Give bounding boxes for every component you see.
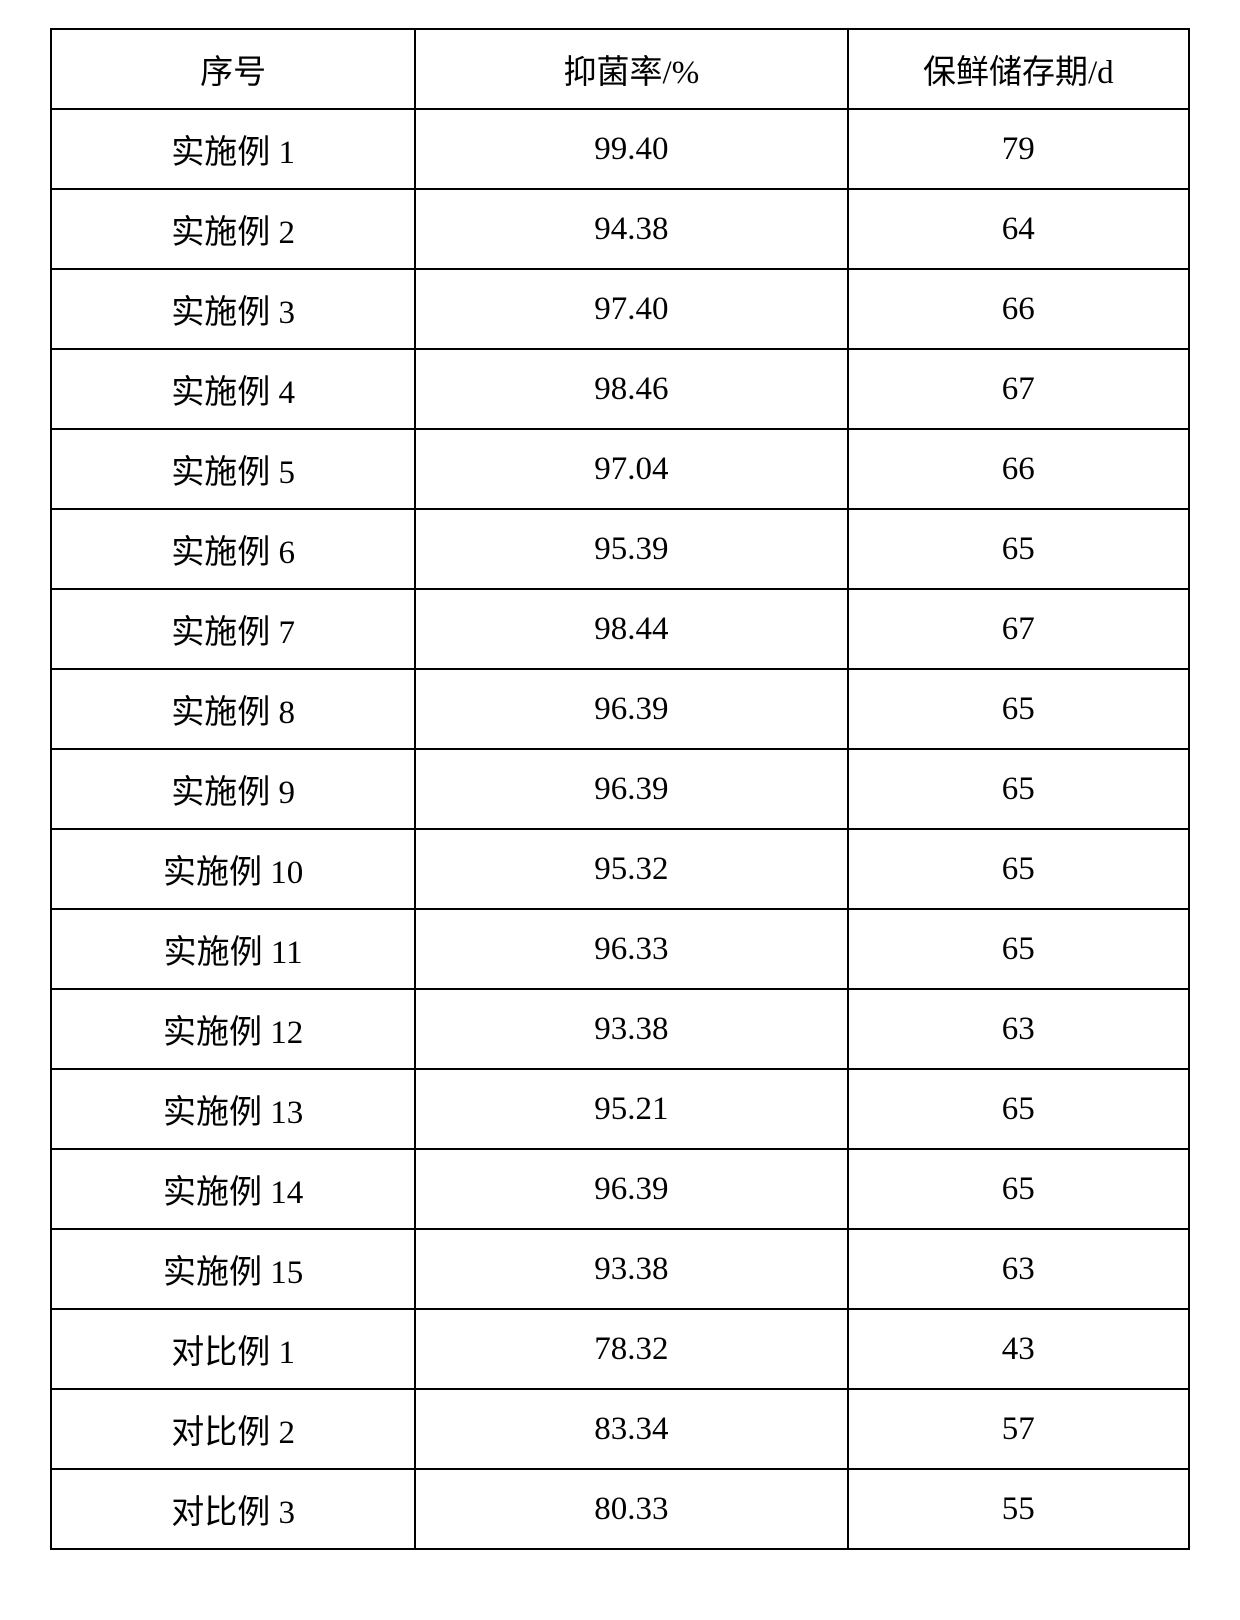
table-row: 实施例 6 95.39 65 xyxy=(51,509,1189,589)
cell-rate: 80.33 xyxy=(415,1469,847,1549)
table-row: 实施例 7 98.44 67 xyxy=(51,589,1189,669)
cell-rate: 98.46 xyxy=(415,349,847,429)
cell-index: 实施例 9 xyxy=(51,749,415,829)
table-row: 实施例 11 96.33 65 xyxy=(51,909,1189,989)
table-row: 实施例 2 94.38 64 xyxy=(51,189,1189,269)
cell-index: 实施例 3 xyxy=(51,269,415,349)
table-row: 实施例 13 95.21 65 xyxy=(51,1069,1189,1149)
cell-index: 实施例 12 xyxy=(51,989,415,1069)
cell-days: 65 xyxy=(848,669,1189,749)
table-row: 实施例 9 96.39 65 xyxy=(51,749,1189,829)
table-row: 对比例 2 83.34 57 xyxy=(51,1389,1189,1469)
cell-days: 66 xyxy=(848,269,1189,349)
cell-days: 66 xyxy=(848,429,1189,509)
cell-index: 对比例 2 xyxy=(51,1389,415,1469)
cell-index: 实施例 13 xyxy=(51,1069,415,1149)
col-header-days: 保鲜储存期/d xyxy=(848,29,1189,109)
cell-days: 64 xyxy=(848,189,1189,269)
cell-days: 65 xyxy=(848,749,1189,829)
cell-rate: 96.33 xyxy=(415,909,847,989)
cell-rate: 95.39 xyxy=(415,509,847,589)
col-header-index: 序号 xyxy=(51,29,415,109)
table-row: 实施例 8 96.39 65 xyxy=(51,669,1189,749)
cell-rate: 97.40 xyxy=(415,269,847,349)
cell-rate: 96.39 xyxy=(415,1149,847,1229)
cell-index: 实施例 2 xyxy=(51,189,415,269)
cell-rate: 95.21 xyxy=(415,1069,847,1149)
table-row: 实施例 12 93.38 63 xyxy=(51,989,1189,1069)
table-row: 实施例 1 99.40 79 xyxy=(51,109,1189,189)
data-table: 序号 抑菌率/% 保鲜储存期/d 实施例 1 99.40 79 实施例 2 94… xyxy=(50,28,1190,1550)
cell-index: 对比例 3 xyxy=(51,1469,415,1549)
cell-rate: 95.32 xyxy=(415,829,847,909)
cell-days: 79 xyxy=(848,109,1189,189)
cell-index: 实施例 14 xyxy=(51,1149,415,1229)
cell-index: 实施例 15 xyxy=(51,1229,415,1309)
cell-index: 实施例 4 xyxy=(51,349,415,429)
cell-index: 实施例 11 xyxy=(51,909,415,989)
cell-index: 实施例 8 xyxy=(51,669,415,749)
table-row: 实施例 3 97.40 66 xyxy=(51,269,1189,349)
table-row: 实施例 4 98.46 67 xyxy=(51,349,1189,429)
cell-rate: 94.38 xyxy=(415,189,847,269)
cell-days: 67 xyxy=(848,589,1189,669)
cell-index: 实施例 1 xyxy=(51,109,415,189)
page: 序号 抑菌率/% 保鲜储存期/d 实施例 1 99.40 79 实施例 2 94… xyxy=(0,0,1240,1620)
col-header-rate: 抑菌率/% xyxy=(415,29,847,109)
cell-rate: 98.44 xyxy=(415,589,847,669)
cell-days: 55 xyxy=(848,1469,1189,1549)
cell-days: 43 xyxy=(848,1309,1189,1389)
cell-days: 67 xyxy=(848,349,1189,429)
cell-days: 65 xyxy=(848,829,1189,909)
cell-rate: 96.39 xyxy=(415,749,847,829)
cell-index: 实施例 5 xyxy=(51,429,415,509)
cell-days: 65 xyxy=(848,1069,1189,1149)
cell-index: 实施例 10 xyxy=(51,829,415,909)
table-row: 实施例 15 93.38 63 xyxy=(51,1229,1189,1309)
table-row: 实施例 14 96.39 65 xyxy=(51,1149,1189,1229)
cell-days: 65 xyxy=(848,1149,1189,1229)
cell-rate: 78.32 xyxy=(415,1309,847,1389)
cell-rate: 99.40 xyxy=(415,109,847,189)
table-row: 对比例 1 78.32 43 xyxy=(51,1309,1189,1389)
table-row: 实施例 5 97.04 66 xyxy=(51,429,1189,509)
cell-days: 63 xyxy=(848,989,1189,1069)
cell-days: 57 xyxy=(848,1389,1189,1469)
table-row: 对比例 3 80.33 55 xyxy=(51,1469,1189,1549)
table-row: 实施例 10 95.32 65 xyxy=(51,829,1189,909)
cell-rate: 97.04 xyxy=(415,429,847,509)
cell-days: 63 xyxy=(848,1229,1189,1309)
cell-rate: 96.39 xyxy=(415,669,847,749)
cell-days: 65 xyxy=(848,909,1189,989)
cell-index: 对比例 1 xyxy=(51,1309,415,1389)
cell-rate: 83.34 xyxy=(415,1389,847,1469)
cell-index: 实施例 7 xyxy=(51,589,415,669)
table-header-row: 序号 抑菌率/% 保鲜储存期/d xyxy=(51,29,1189,109)
cell-days: 65 xyxy=(848,509,1189,589)
cell-rate: 93.38 xyxy=(415,1229,847,1309)
cell-rate: 93.38 xyxy=(415,989,847,1069)
cell-index: 实施例 6 xyxy=(51,509,415,589)
